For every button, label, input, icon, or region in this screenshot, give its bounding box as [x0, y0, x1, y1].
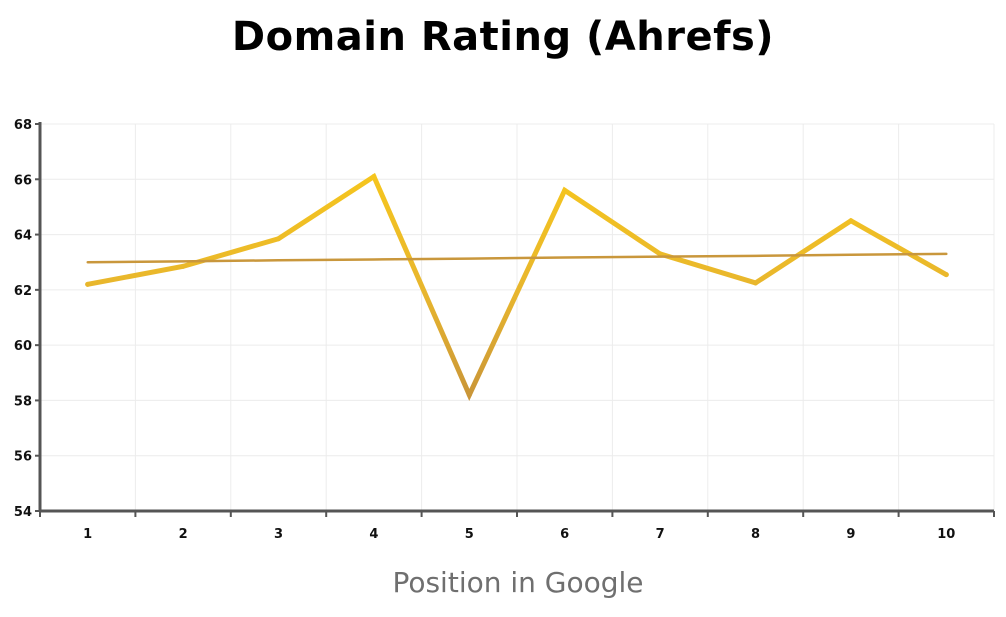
y-tick-label: 62 [14, 284, 32, 299]
data-point [943, 272, 949, 278]
x-tick-label: 7 [656, 527, 665, 542]
data-point [180, 263, 186, 269]
data-point [276, 236, 281, 242]
x-tick-label: 2 [179, 527, 188, 542]
x-tick-label: 3 [274, 527, 283, 542]
x-tick-label: 9 [846, 527, 855, 542]
x-tick-label: 5 [465, 527, 474, 542]
grid-lines [40, 123, 995, 511]
domain-rating-line [85, 172, 949, 401]
chart-title: Domain Rating (Ahrefs) [231, 14, 775, 60]
data-point [753, 280, 758, 286]
x-axis-title: Position in Google [392, 566, 644, 599]
y-tick-label: 64 [14, 229, 32, 244]
y-tick-label: 60 [14, 339, 32, 354]
data-point [562, 187, 568, 193]
y-tick-label: 58 [14, 394, 32, 409]
data-point [466, 392, 472, 398]
x-tick-label: 10 [937, 527, 955, 542]
y-tick-label: 66 [14, 173, 32, 188]
data-point [85, 281, 91, 287]
axes [35, 122, 995, 517]
x-tick-label: 8 [751, 527, 760, 542]
data-point [848, 218, 854, 224]
data-point [371, 174, 377, 180]
x-tick-label: 4 [369, 527, 378, 542]
y-tick-label: 54 [14, 505, 32, 520]
data-point [657, 251, 663, 257]
trendline [86, 252, 948, 264]
y-tick-label: 56 [14, 450, 32, 465]
series-layer [85, 172, 949, 401]
x-tick-label: 6 [560, 527, 569, 542]
y-tick-label: 68 [14, 118, 32, 133]
x-tick-label: 1 [83, 527, 92, 542]
